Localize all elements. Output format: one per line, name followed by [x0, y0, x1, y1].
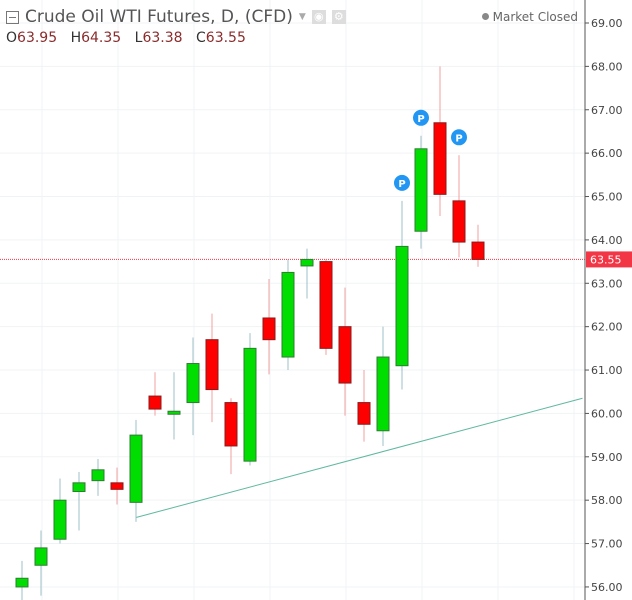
- candle-body: [167, 410, 181, 415]
- candle-body: [34, 547, 48, 566]
- candle-body: [72, 482, 86, 493]
- candle-body: [281, 271, 295, 358]
- high-value: 64.35: [81, 30, 122, 46]
- candle-body: [357, 402, 371, 425]
- close-value: 63.55: [205, 30, 246, 46]
- y-tick-label: 57.00: [591, 538, 623, 551]
- y-tick-label: 59.00: [591, 451, 623, 464]
- y-tick-label: 62.00: [591, 321, 623, 334]
- candle-body: [186, 363, 200, 404]
- candle-body: [243, 347, 257, 462]
- pivot-marker-icon: [451, 129, 467, 146]
- pivot-marker-icon: [413, 109, 429, 126]
- candle-body: [15, 577, 29, 588]
- y-tick-label: 63.00: [591, 277, 623, 290]
- candle-body: [414, 148, 428, 232]
- candle-body: [148, 395, 162, 410]
- pivot-marker-label: P: [455, 133, 462, 144]
- pivot-marker-label: P: [398, 179, 405, 190]
- candle-body: [471, 241, 485, 260]
- y-tick-label: 65.00: [591, 191, 623, 204]
- open-value: 63.95: [17, 30, 58, 46]
- y-tick-label: 61.00: [591, 364, 623, 377]
- candle-body: [338, 326, 352, 384]
- high-label: H: [70, 30, 82, 46]
- eye-icon[interactable]: ◉: [311, 10, 326, 24]
- y-tick-label: 69.00: [591, 17, 623, 30]
- gear-icon[interactable]: ⚙: [331, 10, 346, 24]
- low-label: L: [134, 30, 143, 46]
- last-price-label: 63.55: [590, 253, 622, 266]
- chevron-down-icon[interactable]: ▼: [298, 12, 306, 22]
- pivot-marker-label: P: [417, 114, 424, 125]
- candle-body: [91, 469, 105, 482]
- candle-body: [205, 339, 219, 391]
- y-tick-label: 68.00: [591, 60, 623, 73]
- candle-body: [53, 499, 67, 540]
- open-label: O: [6, 30, 18, 46]
- candle-body: [433, 122, 447, 195]
- y-tick-label: 56.00: [591, 581, 623, 594]
- close-label: C: [196, 30, 206, 46]
- y-tick-label: 58.00: [591, 494, 623, 507]
- low-value: 63.38: [142, 30, 183, 46]
- candle-body: [319, 261, 333, 349]
- collapse-icon[interactable]: [6, 10, 19, 24]
- y-tick-label: 66.00: [591, 147, 623, 160]
- market-status: Market Closed: [481, 10, 578, 24]
- y-tick-label: 67.00: [591, 104, 623, 117]
- candle-body: [376, 356, 390, 432]
- candle-body: [452, 200, 466, 243]
- candle-body: [129, 434, 143, 503]
- candle-body: [110, 482, 124, 490]
- y-tick-label: 60.00: [591, 407, 623, 420]
- market-status-text: Market Closed: [492, 10, 578, 24]
- candle-body: [395, 245, 409, 367]
- candle-body: [300, 258, 314, 267]
- y-tick-label: 64.00: [591, 234, 623, 247]
- pivot-marker-icon: [394, 174, 410, 191]
- symbol-title: Crude Oil WTI Futures, D, (CFD): [25, 7, 293, 27]
- last-price-badge: [586, 251, 632, 268]
- chart-legend: Crude Oil WTI Futures, D, (CFD) ▼ ◉ ⚙: [6, 7, 346, 27]
- ohlc-values: O63.95 H64.35 L63.38 C63.55: [6, 30, 255, 46]
- candle-body: [224, 402, 238, 447]
- status-dot-icon: [481, 13, 489, 20]
- trend-line: [135, 397, 583, 519]
- candle-body: [262, 317, 276, 341]
